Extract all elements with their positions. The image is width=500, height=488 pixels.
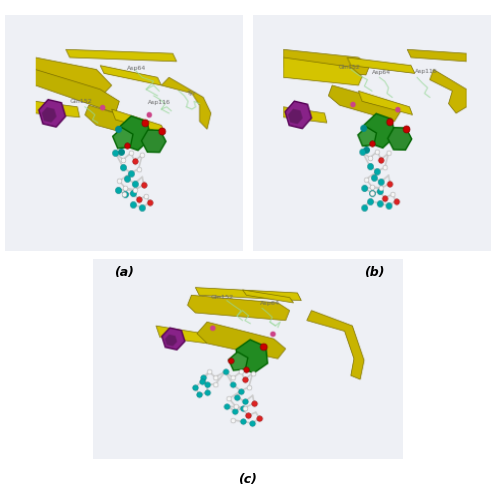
Text: (a): (a) bbox=[114, 266, 134, 279]
Text: (c): (c) bbox=[238, 473, 257, 487]
Text: (b): (b) bbox=[364, 266, 384, 279]
